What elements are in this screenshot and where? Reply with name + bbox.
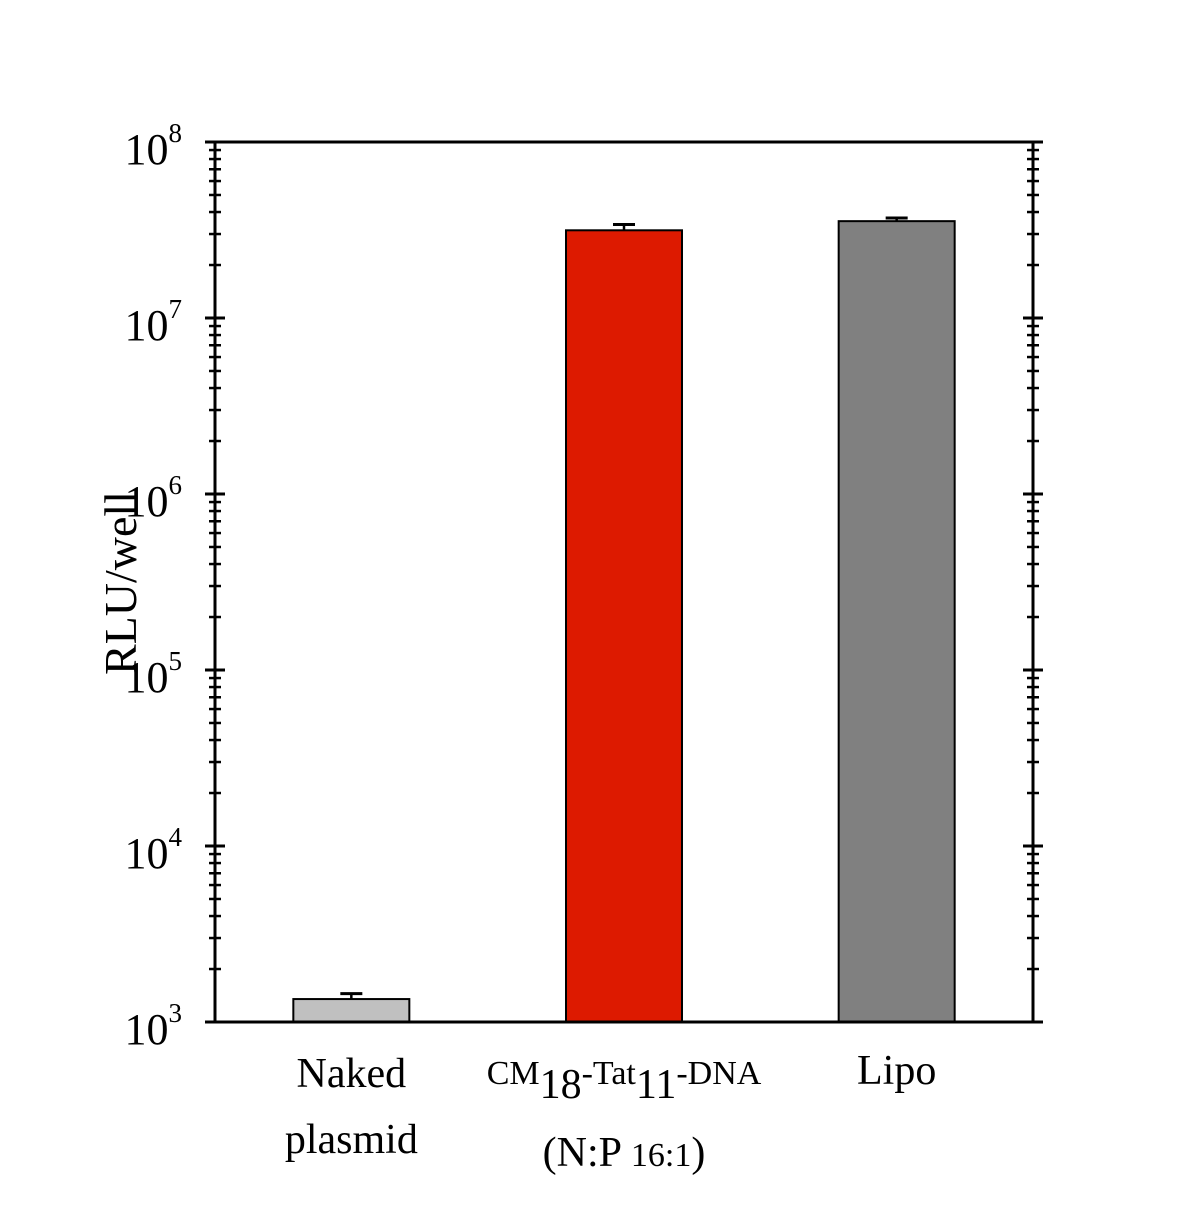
y-tick-label: 107 [125,294,183,350]
x-category-label: Naked [297,1051,407,1097]
bar [565,229,683,1023]
x-category-label: (N:P 16:1) [543,1130,706,1176]
plot-frame [213,140,1035,1024]
x-category-label: plasmid [285,1117,418,1163]
bar [292,998,411,1024]
bar [837,220,956,1024]
y-tick-label: 108 [125,118,183,174]
y-tick-label: 106 [125,470,183,526]
y-axis-label: RLU/well [95,491,146,675]
y-tick-label: 105 [125,646,183,702]
x-category-label: Lipo [857,1048,936,1094]
x-category-label: CM18-Tat11-DNA [487,1055,762,1108]
y-tick-label: 104 [125,822,183,878]
y-tick-label: 103 [125,998,183,1054]
